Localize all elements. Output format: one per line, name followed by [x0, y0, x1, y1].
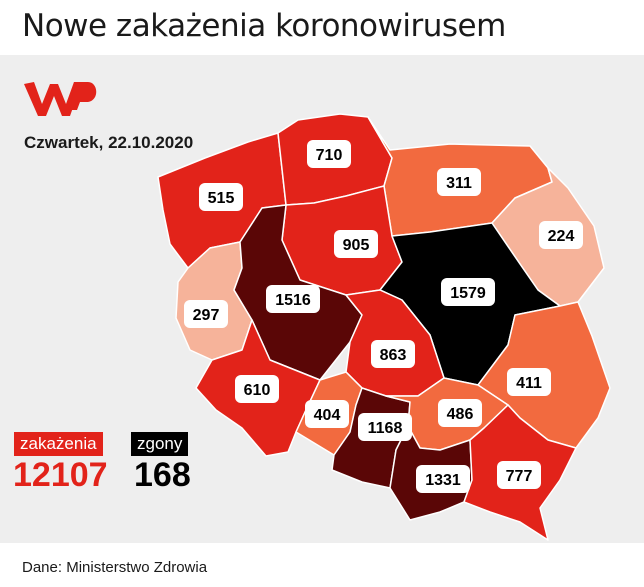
- region-value-malopolskie: 1331: [425, 472, 461, 489]
- page-title: Nowe zakażenia koronowirusem: [22, 8, 506, 44]
- region-label-box: [358, 413, 412, 441]
- region-value-warminsko-mazurskie: 311: [446, 175, 472, 192]
- region-value-kujawsko-pomorskie: 905: [343, 237, 370, 254]
- region-label-box: [371, 340, 415, 368]
- wp-logo: [24, 82, 97, 116]
- region-label-box: [497, 461, 541, 489]
- deaths-badge: zgony: [131, 432, 189, 456]
- region-label-box: [307, 140, 351, 168]
- region-label-box: [199, 183, 243, 211]
- region-value-wielkopolskie: 1516: [275, 292, 311, 309]
- region-value-opolskie: 404: [314, 407, 341, 424]
- region-label-box: [416, 465, 470, 493]
- infections-badge: zakażenia: [14, 432, 103, 456]
- region-value-lubelskie: 411: [516, 375, 542, 392]
- region-value-dolnoslaskie: 610: [244, 382, 271, 399]
- region-value-swietokrzyskie: 486: [447, 406, 474, 423]
- region-value-slaskie: 1168: [368, 420, 403, 437]
- region-value-lodzkie: 863: [380, 347, 407, 364]
- region-label-box: [235, 375, 279, 403]
- region-value-podkarpackie: 777: [506, 468, 533, 485]
- region-value-mazowieckie: 1579: [450, 285, 486, 302]
- region-label-box: [507, 368, 551, 396]
- source-label: Dane: Ministerstwo Zdrowia: [22, 559, 208, 576]
- region-label-box: [184, 300, 228, 328]
- region-value-pomorskie: 710: [316, 147, 343, 164]
- region-value-lubuskie: 297: [193, 307, 220, 324]
- region-label-box: [437, 168, 481, 196]
- region-value-zachodniopomorskie: 515: [208, 190, 235, 207]
- region-value-podlaskie: 224: [548, 228, 575, 245]
- region-label-box: [438, 399, 482, 427]
- region-label-box: [539, 221, 583, 249]
- date-label: Czwartek, 22.10.2020: [24, 133, 194, 152]
- region-label-box: [305, 400, 349, 428]
- region-label-box: [441, 278, 495, 306]
- region-label-box: [334, 230, 378, 258]
- deaths-value: 168: [134, 456, 191, 494]
- region-value-labels: 515 710 311 224 905 297 1516 1579 863 610 411 404 11…: [184, 140, 583, 493]
- infections-value: 12107: [13, 456, 108, 494]
- region-label-box: [266, 285, 320, 313]
